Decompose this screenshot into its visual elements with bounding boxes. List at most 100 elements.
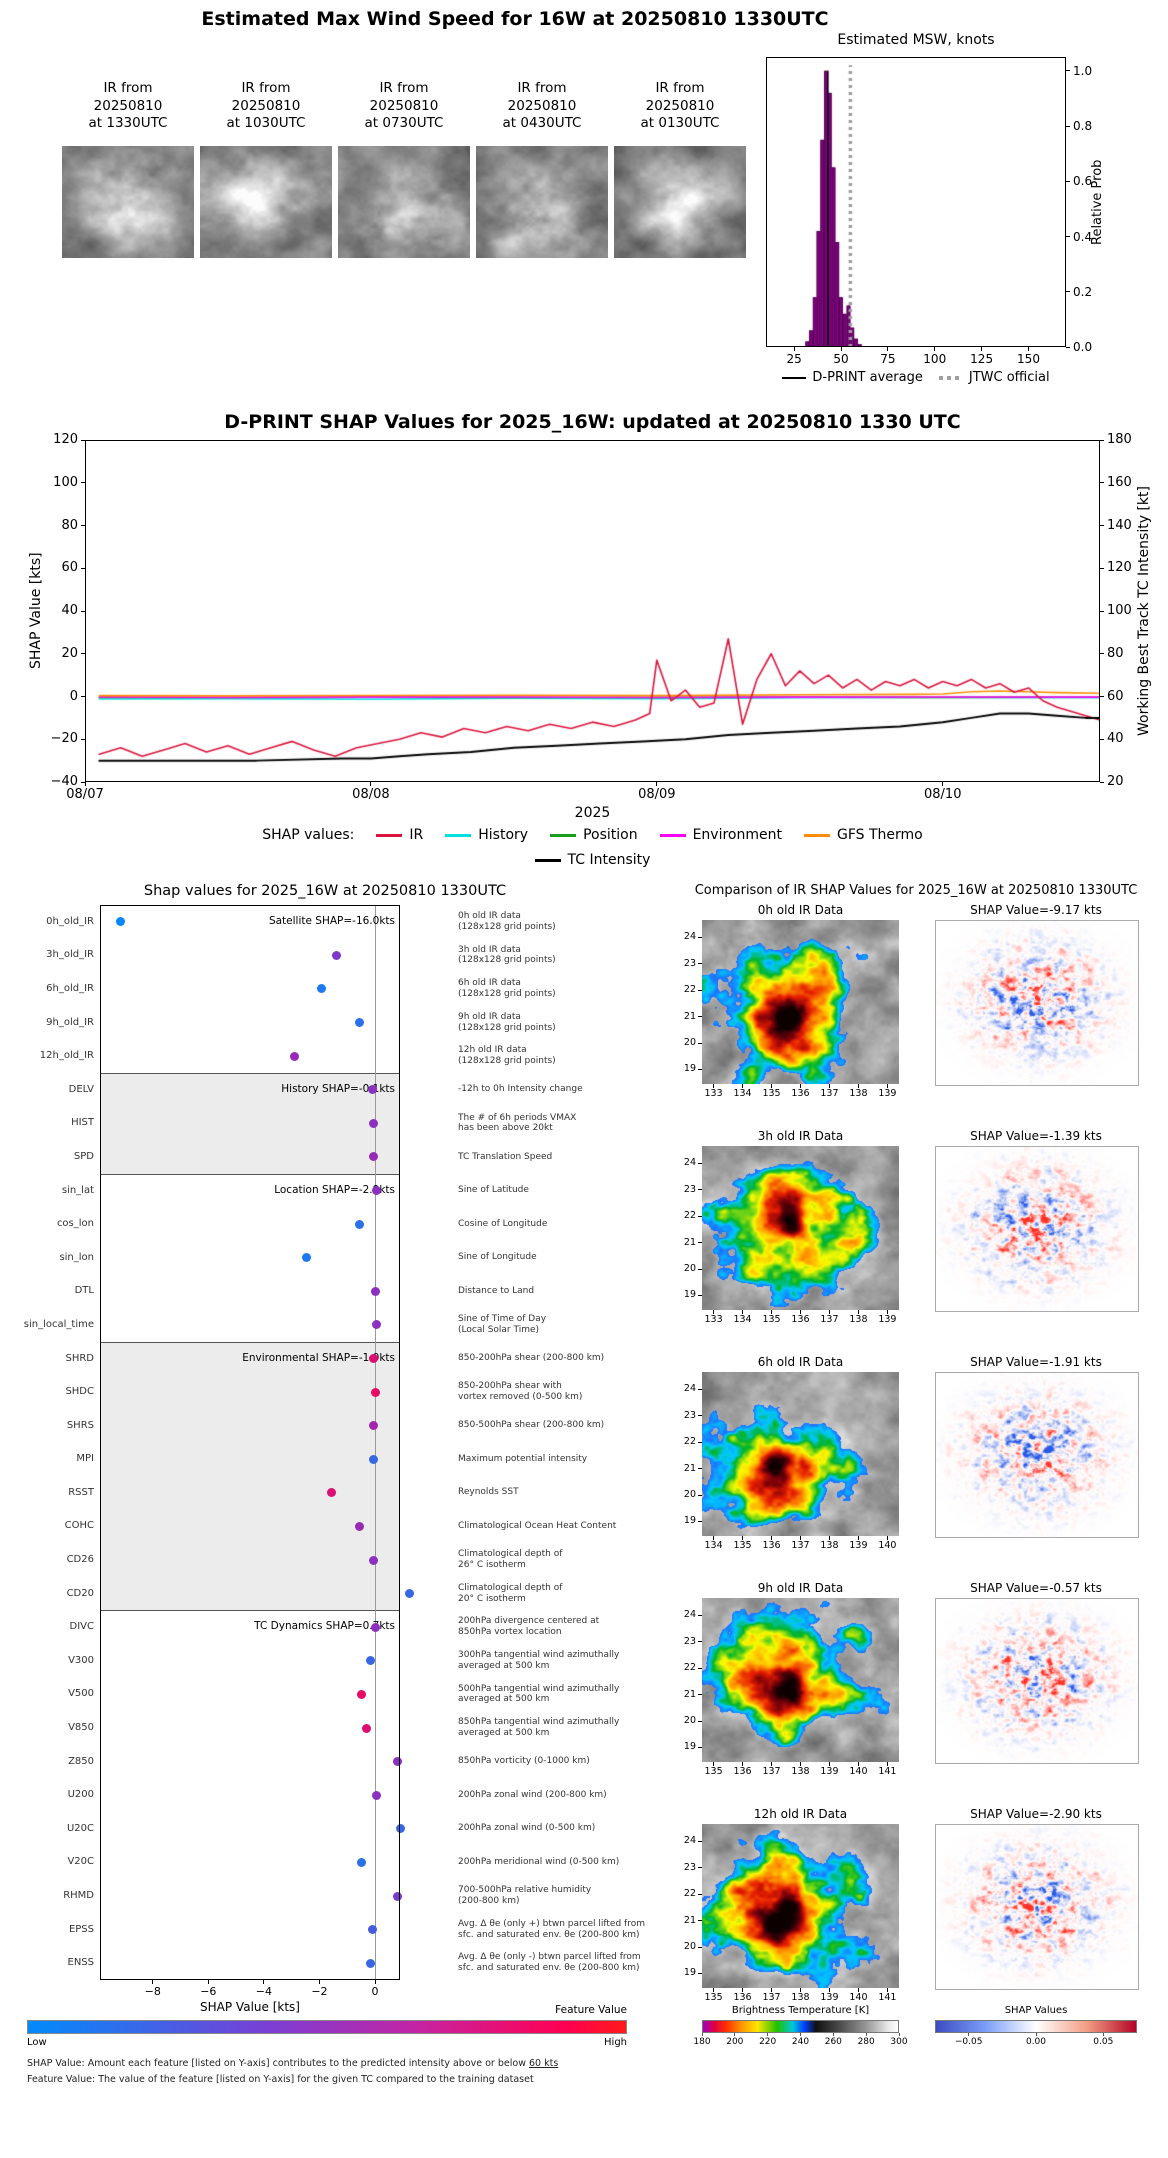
tick-mark bbox=[698, 1268, 702, 1270]
shap-feature-description-line: Sine of Longitude bbox=[458, 1252, 537, 1263]
shap-feature-dot bbox=[392, 1891, 402, 1901]
timeseries-legend-item: TC Intensity bbox=[534, 852, 651, 868]
shap-feature-dot bbox=[369, 1454, 379, 1464]
ir-lon-tick-label: 135 bbox=[762, 1088, 781, 1099]
footnote-shap-value-underline: 60 kts bbox=[528, 2058, 559, 2069]
shap-map-image bbox=[935, 1146, 1139, 1312]
tick-mark bbox=[81, 439, 85, 441]
shap-feature-description-line: (128x128 grid points) bbox=[458, 1022, 556, 1033]
ir-lon-tick-label: 141 bbox=[878, 1766, 897, 1777]
bt-colorbar bbox=[702, 2020, 899, 2033]
timeseries-ytick-left-label: 120 bbox=[53, 432, 78, 447]
shap-feature-name: sin_lon bbox=[59, 1251, 94, 1263]
tick-mark bbox=[81, 567, 85, 569]
timeseries-ytick-right-label: 60 bbox=[1107, 688, 1124, 704]
tick-mark bbox=[898, 2033, 900, 2036]
tick-mark bbox=[934, 347, 936, 351]
histogram-xtick-label: 25 bbox=[786, 352, 802, 366]
timeseries-xtick-label: 08/10 bbox=[924, 787, 962, 802]
shap-feature-description-line: 12h old IR data bbox=[458, 1045, 527, 1056]
ir-lon-tick-label: 135 bbox=[704, 1766, 723, 1777]
timeseries-legend-label: TC Intensity bbox=[567, 852, 651, 868]
tick-mark bbox=[857, 1310, 859, 1314]
tick-mark bbox=[698, 1415, 702, 1417]
shap-feature-description-line: Climatological depth of bbox=[458, 1549, 563, 1560]
histogram-ytick-label: 0.4 bbox=[1073, 229, 1093, 244]
tick-mark bbox=[698, 1042, 702, 1044]
shap-feature-name: V300 bbox=[68, 1654, 94, 1666]
tick-mark bbox=[698, 1667, 702, 1669]
shap-xtick-label: −4 bbox=[255, 1985, 272, 1998]
timeseries-ytick-left-label: 0 bbox=[69, 688, 78, 704]
ir-lat-tick-label: 23 bbox=[683, 1861, 696, 1873]
shap-feature-dot bbox=[317, 984, 327, 994]
shap-group-label: History SHAP=-0.1kts bbox=[281, 1082, 395, 1095]
ir-lon-tick-label: 136 bbox=[762, 1540, 781, 1551]
shap-group-divider bbox=[100, 1341, 400, 1343]
ir-thumbnail-label-line: at 0730UTC bbox=[364, 115, 444, 132]
tick-mark bbox=[698, 989, 702, 991]
shap-feature-description-line: The # of 6h periods VMAX bbox=[458, 1112, 577, 1123]
ir-lon-tick-label: 135 bbox=[733, 1540, 752, 1551]
legend-line-swatch bbox=[550, 833, 577, 837]
tick-mark bbox=[886, 1988, 888, 1992]
shap-feature-name: sin_local_time bbox=[23, 1318, 94, 1330]
tick-mark bbox=[374, 1980, 376, 1984]
shap-feature-description: Maximum potential intensity bbox=[458, 1454, 688, 1465]
timeseries-xtick-label: 08/09 bbox=[638, 787, 676, 802]
histogram-legend-item: D-PRINT average bbox=[782, 370, 923, 385]
ir-thumbnail-label-line: IR from bbox=[379, 80, 429, 96]
tick-mark bbox=[698, 1694, 702, 1696]
shap-feature-description-line: 300hPa tangential wind azimuthally bbox=[458, 1650, 620, 1661]
ir-thumbnail-label: IR from 20250810 at 1330UTC bbox=[62, 80, 194, 133]
ir-lat-tick-label: 23 bbox=[683, 1183, 696, 1195]
shap-feature-description-line: vortex removed (0-500 km) bbox=[458, 1392, 583, 1403]
shap-colorbar-tick-label: 0.05 bbox=[1093, 2037, 1114, 2047]
shap-feature-dot bbox=[371, 1186, 381, 1196]
shap-feature-dot bbox=[370, 1286, 380, 1296]
ir-data-image bbox=[702, 1824, 899, 1988]
shap-feature-description-line: Maximum potential intensity bbox=[458, 1453, 588, 1464]
tick-mark bbox=[1066, 70, 1070, 72]
timeseries-plot-frame bbox=[85, 440, 1100, 782]
tick-mark bbox=[1102, 2033, 1104, 2036]
shap-feature-description-line: (128x128 grid points) bbox=[458, 921, 556, 932]
tick-mark bbox=[698, 1920, 702, 1922]
ir-panel-title: 9h old IR Data bbox=[757, 1581, 844, 1595]
ir-thumbnail-label-line: 20250810 bbox=[507, 97, 577, 114]
ir-thumbnail-label: IR from 20250810 at 0130UTC bbox=[614, 80, 746, 133]
shap-feature-description: TC Translation Speed bbox=[458, 1152, 688, 1163]
footnote-shap-value: SHAP Value: Amount each feature [listed … bbox=[27, 2058, 558, 2069]
shap-feature-description-line: 3h old IR data bbox=[458, 944, 521, 955]
tick-mark bbox=[698, 1893, 702, 1895]
ir-thumbnail-label-line: at 1330UTC bbox=[88, 115, 168, 132]
tick-mark bbox=[771, 1310, 773, 1314]
tick-mark bbox=[698, 1972, 702, 1974]
tick-mark bbox=[828, 1988, 830, 1992]
histogram-legend: D-PRINT average JTWC official bbox=[756, 370, 1076, 385]
timeseries-legend-caption: SHAP values: bbox=[262, 827, 355, 843]
ir-lon-tick-label: 140 bbox=[878, 1540, 897, 1551]
tick-mark bbox=[1100, 482, 1104, 484]
tick-mark bbox=[698, 1468, 702, 1470]
shap-feature-name: 6h_old_IR bbox=[46, 982, 94, 994]
timeseries-ytick-left-label: −40 bbox=[50, 774, 78, 789]
tick-mark bbox=[698, 1294, 702, 1296]
shap-feature-description-line: Reynolds SST bbox=[458, 1487, 519, 1498]
shap-map-image bbox=[935, 920, 1139, 1086]
tick-mark bbox=[698, 1867, 702, 1869]
shap-feature-description: -12h to 0h Intensity change bbox=[458, 1084, 688, 1095]
tick-mark bbox=[698, 1162, 702, 1164]
tick-mark bbox=[1066, 291, 1070, 293]
shap-feature-dot bbox=[327, 1488, 337, 1498]
shap-feature-dot bbox=[367, 1925, 377, 1935]
tick-mark bbox=[1100, 610, 1104, 612]
ir-thumbnail-label-line: at 1030UTC bbox=[226, 115, 306, 132]
ir-thumbnail-label-line: IR from bbox=[103, 80, 153, 96]
timeseries-legend-item: Position bbox=[550, 827, 638, 843]
ir-lat-tick-label: 20 bbox=[683, 1489, 696, 1500]
ir-panel-title: 6h old IR Data bbox=[757, 1355, 844, 1369]
shap-colorbar-tick-label: −0.05 bbox=[954, 2037, 983, 2047]
bt-colorbar-tick-label: 220 bbox=[759, 2037, 777, 2047]
histogram-ytick-label: 0.0 bbox=[1073, 340, 1093, 354]
